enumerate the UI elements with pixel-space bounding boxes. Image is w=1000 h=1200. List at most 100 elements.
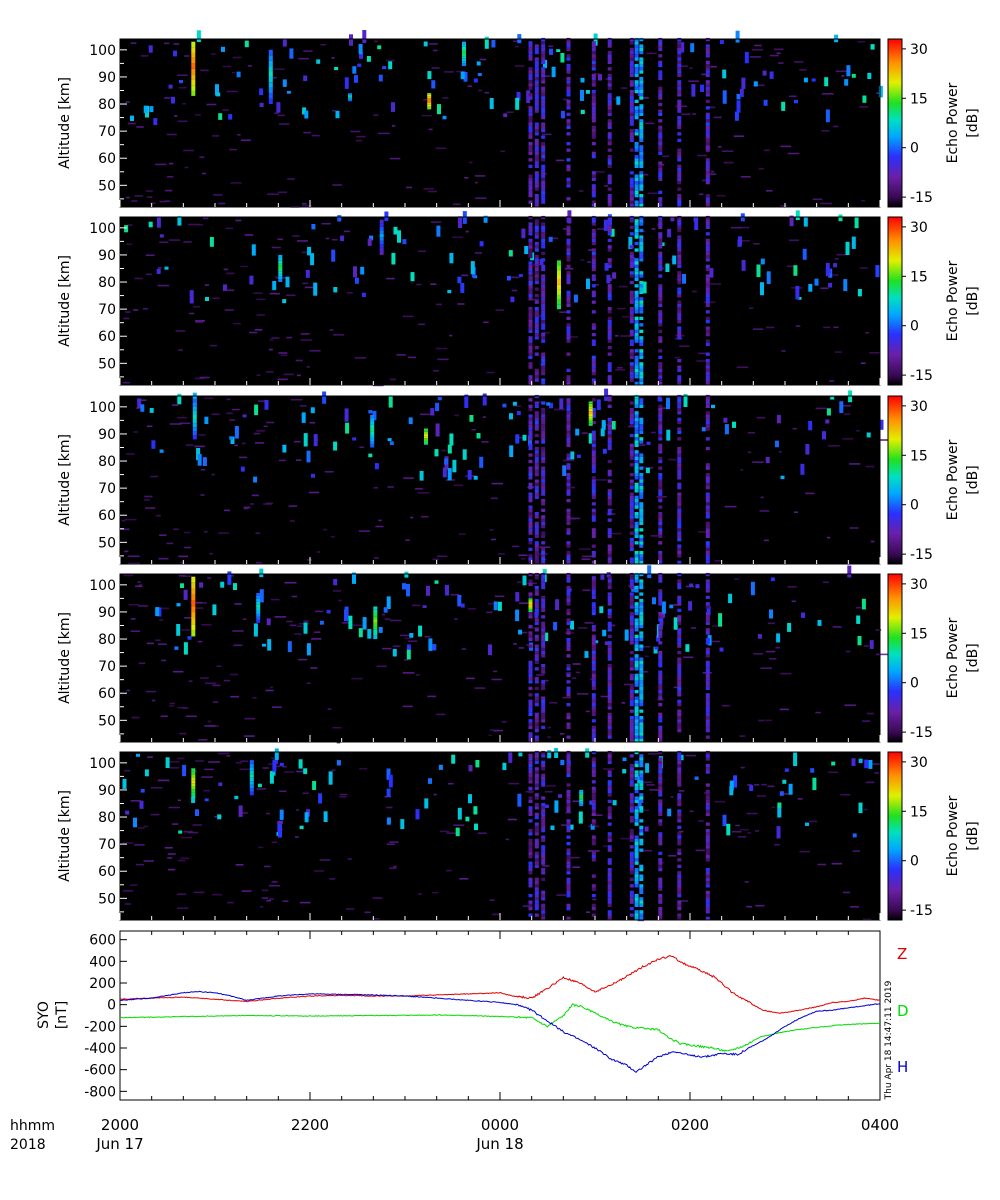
interference-column-mark (639, 605, 644, 609)
interference-column-mark (591, 887, 596, 891)
echo-mark (404, 571, 409, 578)
strong-echo-mark (579, 794, 584, 797)
noise-mark (222, 109, 229, 111)
y-tick-label: 60 (98, 329, 116, 345)
noise-mark (250, 503, 254, 505)
noise-mark (432, 558, 439, 561)
y-tick-label: 60 (98, 686, 116, 702)
echo-mark (306, 643, 311, 656)
interference-column-mark (591, 261, 596, 265)
strong-echo-mark (373, 619, 378, 623)
interference-column-mark (566, 316, 571, 320)
strong-echo-mark (348, 98, 352, 100)
echo-mark (306, 450, 311, 463)
interference-column-mark (629, 618, 634, 622)
interference-column-mark (658, 499, 663, 503)
noise-mark (849, 463, 861, 465)
interference-column-mark (634, 148, 639, 152)
noise-mark (176, 74, 188, 76)
echo-mark (502, 762, 507, 771)
interference-column-mark (658, 495, 663, 499)
interference-column-mark (534, 181, 539, 185)
interference-column-mark (677, 469, 682, 473)
interference-column-mark (534, 913, 539, 917)
interference-column-mark (639, 903, 644, 907)
interference-column-mark (629, 585, 634, 590)
noise-mark (188, 680, 193, 682)
interference-column-mark (629, 890, 634, 894)
interference-column-mark (634, 267, 639, 272)
interference-column-mark (534, 907, 539, 911)
echo-mark (847, 565, 852, 578)
interference-column-mark (629, 829, 634, 833)
noise-mark (876, 653, 888, 656)
strong-echo-mark (370, 441, 375, 445)
interference-column-mark (534, 155, 539, 159)
interference-column-mark (639, 427, 644, 431)
echo-mark (361, 292, 366, 297)
interference-column-mark (534, 534, 539, 538)
noise-mark (274, 616, 286, 618)
noise-mark (498, 553, 505, 555)
noise-mark (865, 332, 870, 334)
interference-column-mark (607, 699, 612, 703)
interference-column-mark (566, 381, 571, 385)
interference-column-mark (541, 187, 546, 191)
interference-column-mark (629, 135, 634, 139)
echo-mark (722, 69, 727, 79)
interference-column-mark (634, 307, 639, 311)
interference-column-mark (541, 861, 546, 865)
interference-column-mark (534, 486, 539, 490)
interference-column-mark (677, 420, 682, 425)
interference-column-mark (658, 858, 663, 862)
interference-column-mark (528, 241, 533, 246)
interference-column-mark (639, 355, 644, 359)
noise-mark (124, 550, 129, 553)
interference-column-mark (658, 433, 663, 438)
interference-column-mark (528, 780, 533, 784)
echo-mark (183, 642, 188, 655)
interference-column-mark (677, 47, 682, 51)
interference-column-mark (534, 300, 539, 304)
interference-column-mark (705, 667, 710, 671)
strong-echo-mark (579, 802, 584, 805)
interference-column-mark (677, 585, 682, 590)
interference-column-mark (658, 631, 663, 635)
interference-column-mark (658, 41, 663, 45)
interference-column-mark (629, 572, 634, 577)
interference-column-mark (591, 450, 596, 454)
heatmap-background (120, 752, 880, 920)
interference-column-mark (639, 362, 644, 366)
echo-mark (274, 759, 278, 764)
interference-column-mark (639, 624, 644, 629)
echo-mark (228, 114, 233, 120)
noise-mark (586, 911, 591, 913)
echo-mark (452, 459, 457, 473)
noise-mark (299, 405, 307, 407)
interference-column-mark (634, 628, 639, 632)
interference-column-mark (705, 352, 710, 356)
interference-column-mark (607, 557, 612, 561)
noise-mark (130, 630, 140, 632)
interference-column-mark (528, 365, 533, 369)
interference-column-mark (566, 427, 571, 431)
echo-mark (483, 215, 488, 223)
interference-column-mark (566, 489, 571, 493)
interference-column-mark (658, 407, 663, 412)
interference-column-mark (541, 486, 546, 490)
interference-column-mark (677, 693, 682, 697)
interference-column-mark (639, 132, 644, 136)
echo-mark (879, 419, 884, 430)
interference-column-mark (705, 329, 710, 333)
noise-mark (500, 150, 505, 153)
noise-mark (159, 200, 166, 203)
noise-mark (562, 696, 571, 699)
strong-echo-mark (588, 423, 593, 426)
echo-mark (435, 423, 440, 437)
echo-mark (422, 605, 427, 608)
interference-column-mark (607, 427, 612, 431)
interference-column-mark (658, 789, 663, 794)
interference-column-mark (677, 225, 682, 229)
interference-column-mark (639, 112, 644, 116)
interference-column-mark (629, 735, 634, 739)
